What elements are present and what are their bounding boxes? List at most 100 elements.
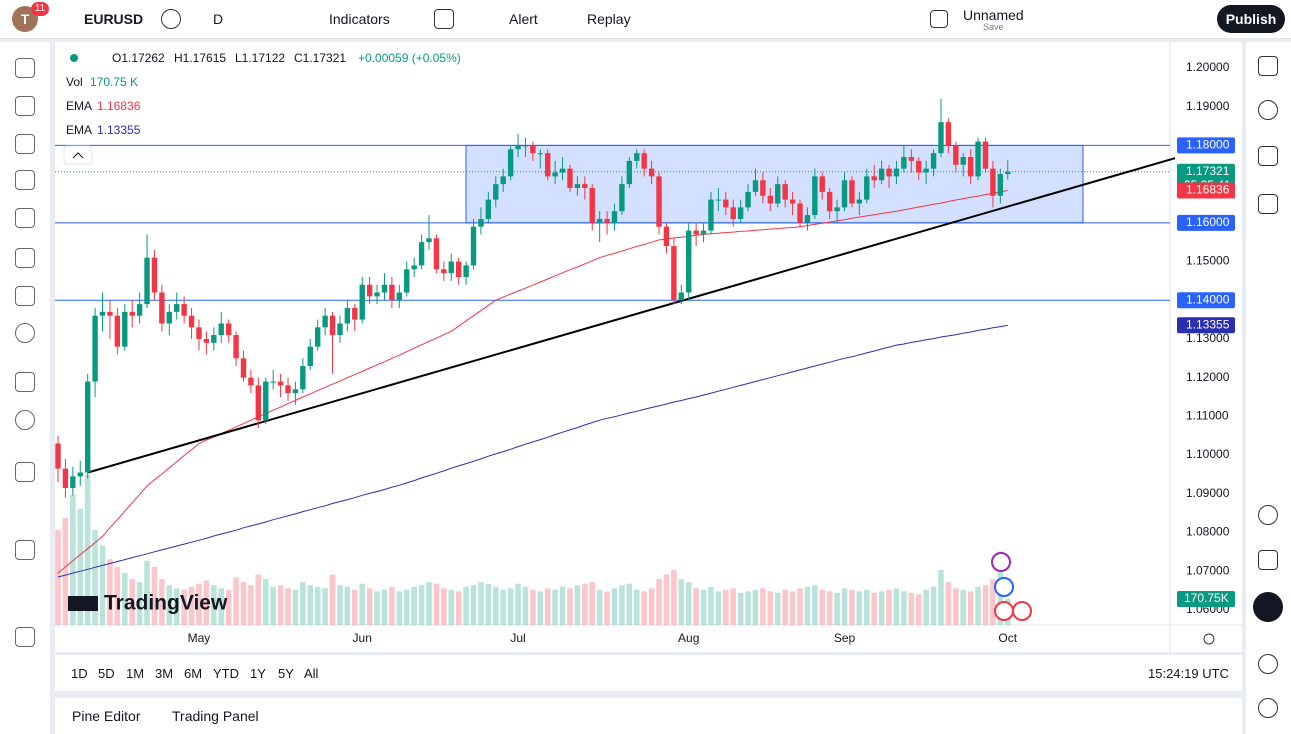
x-tick-label: Aug bbox=[678, 631, 699, 645]
candle-body bbox=[344, 307, 351, 324]
volume-bar bbox=[715, 591, 722, 625]
templates-icon[interactable] bbox=[434, 9, 454, 29]
volume-bar bbox=[663, 574, 670, 625]
chat-icon[interactable] bbox=[1258, 194, 1278, 214]
candle-body bbox=[418, 242, 425, 266]
candle-body bbox=[841, 180, 848, 208]
candle-body bbox=[537, 153, 543, 155]
fib-tool[interactable] bbox=[15, 134, 35, 154]
text-tool[interactable] bbox=[15, 286, 35, 306]
volume-bar bbox=[574, 585, 581, 625]
candle-body bbox=[255, 385, 262, 421]
timeframe-button[interactable]: All bbox=[304, 666, 319, 681]
stream-icon[interactable] bbox=[1258, 654, 1278, 674]
zoom-tool[interactable] bbox=[15, 410, 35, 430]
lock-tool[interactable] bbox=[15, 540, 35, 560]
candle-body bbox=[589, 187, 595, 223]
volume-bar bbox=[337, 585, 343, 625]
symbol[interactable]: EURUSD bbox=[84, 11, 144, 27]
right-sidebar bbox=[1246, 42, 1291, 734]
ohlc-legend: C1.17321 bbox=[294, 51, 346, 65]
candle-body bbox=[960, 157, 966, 165]
volume-bar bbox=[181, 589, 187, 625]
add-symbol-icon[interactable] bbox=[161, 9, 181, 29]
layout-checkbox[interactable] bbox=[930, 10, 948, 28]
countdown: 05:35:41 bbox=[1184, 178, 1231, 192]
volume-bar bbox=[129, 579, 135, 625]
layers-icon[interactable] bbox=[1258, 146, 1278, 166]
volume-bar bbox=[418, 585, 425, 625]
volume-bar bbox=[723, 589, 729, 625]
timeframe-button[interactable]: 5D bbox=[98, 666, 115, 681]
indicators-button[interactable]: Indicators bbox=[329, 11, 390, 27]
volume-bar bbox=[411, 586, 417, 625]
candle-body bbox=[151, 257, 158, 293]
volume-bar bbox=[737, 592, 744, 625]
magnet-tool[interactable] bbox=[15, 462, 35, 482]
save-label[interactable]: Save bbox=[983, 22, 1004, 32]
help-icon[interactable] bbox=[1258, 698, 1278, 718]
emoji-tool[interactable] bbox=[15, 323, 35, 343]
candle-body bbox=[359, 284, 365, 320]
watchlist-icon[interactable] bbox=[1258, 56, 1278, 76]
ohlc-legend: O1.17262 bbox=[112, 51, 165, 65]
y-tick-label: 1.07000 bbox=[1186, 563, 1230, 577]
line-tool[interactable] bbox=[15, 96, 35, 116]
ohlc-legend: L1.17122 bbox=[235, 51, 285, 65]
candle-body bbox=[233, 335, 239, 359]
trash-tool[interactable] bbox=[15, 627, 35, 647]
calendar-icon[interactable] bbox=[1258, 550, 1278, 570]
candle-body bbox=[634, 153, 640, 161]
timeframe-button[interactable]: 1D bbox=[71, 666, 88, 681]
replay-button[interactable]: Replay bbox=[587, 11, 631, 27]
volume-bar bbox=[188, 586, 195, 625]
price-badge-label: 1.16836 bbox=[1186, 183, 1230, 197]
candle-body bbox=[181, 304, 187, 316]
brush-tool[interactable] bbox=[15, 248, 35, 268]
candle-body bbox=[463, 265, 469, 278]
volume-bar bbox=[656, 579, 662, 625]
candle-body bbox=[337, 323, 343, 336]
timeframe-button[interactable]: 1Y bbox=[250, 666, 266, 681]
apps-button[interactable] bbox=[1253, 592, 1283, 622]
layout-name[interactable]: Unnamed bbox=[963, 7, 1024, 23]
price-badge bbox=[1177, 182, 1235, 199]
volume-bar bbox=[953, 588, 959, 625]
volume-bar bbox=[685, 582, 692, 625]
candle-body bbox=[767, 195, 774, 204]
volume-bar bbox=[767, 591, 774, 625]
timeframe-button[interactable]: YTD bbox=[213, 666, 239, 681]
y-tick-label: 1.10000 bbox=[1186, 447, 1230, 461]
volume-bar bbox=[396, 591, 403, 625]
candle-body bbox=[478, 218, 484, 227]
publish-button[interactable]: Publish bbox=[1217, 5, 1285, 33]
measure-tool[interactable] bbox=[15, 372, 35, 392]
candle-body bbox=[789, 199, 796, 204]
timeframe-button[interactable]: 5Y bbox=[278, 666, 294, 681]
timeframe-button[interactable]: 6M bbox=[184, 666, 203, 681]
timeframe-button[interactable]: 1M bbox=[126, 666, 145, 681]
interval[interactable]: D bbox=[213, 11, 224, 27]
volume-bar bbox=[619, 585, 625, 625]
candle-body bbox=[812, 176, 818, 216]
trading-panel-tab[interactable]: Trading Panel bbox=[172, 708, 259, 724]
volume-bar bbox=[463, 586, 469, 625]
target-icon[interactable] bbox=[1258, 505, 1278, 525]
volume-bar bbox=[240, 582, 247, 625]
pine-editor-tab[interactable]: Pine Editor bbox=[72, 708, 141, 724]
candle-body bbox=[493, 184, 499, 200]
candle-body bbox=[263, 381, 269, 421]
candle-body bbox=[196, 327, 202, 339]
alerts-icon[interactable] bbox=[1258, 100, 1278, 120]
candle-body bbox=[122, 311, 128, 347]
forecast-tool[interactable] bbox=[15, 208, 35, 228]
candle-body bbox=[559, 168, 566, 173]
candle-body bbox=[329, 315, 336, 336]
cursor-tool[interactable] bbox=[15, 58, 35, 78]
volume-bar bbox=[990, 579, 996, 625]
timeframe-button[interactable]: 3M bbox=[155, 666, 174, 681]
pattern-tool[interactable] bbox=[15, 170, 35, 190]
candle-body bbox=[411, 265, 417, 270]
alert-button[interactable]: Alert bbox=[509, 11, 538, 27]
